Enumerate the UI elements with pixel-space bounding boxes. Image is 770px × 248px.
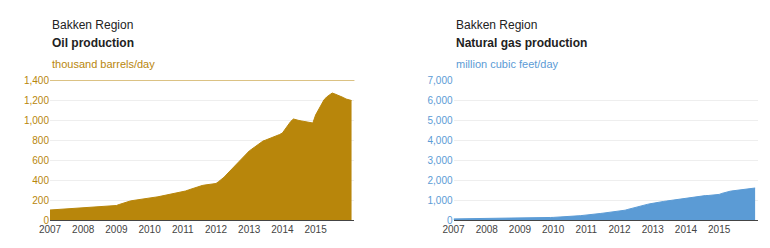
svg-text:6,000: 6,000 (428, 95, 453, 106)
svg-text:5,000: 5,000 (428, 115, 453, 126)
svg-text:2007: 2007 (442, 224, 465, 235)
svg-text:1,200: 1,200 (24, 95, 49, 106)
svg-text:2007: 2007 (39, 224, 62, 235)
svg-text:800: 800 (32, 135, 49, 146)
svg-text:2012: 2012 (205, 224, 228, 235)
svg-text:2012: 2012 (608, 224, 631, 235)
svg-text:0: 0 (43, 215, 49, 226)
svg-text:Natural gas production: Natural gas production (456, 36, 587, 50)
svg-text:4,000: 4,000 (428, 135, 453, 146)
svg-text:2009: 2009 (509, 224, 532, 235)
svg-text:600: 600 (32, 155, 49, 166)
svg-text:2009: 2009 (105, 224, 128, 235)
svg-text:million cubic feet/day: million cubic feet/day (456, 58, 559, 70)
svg-text:2011: 2011 (576, 224, 598, 235)
svg-text:2011: 2011 (172, 224, 194, 235)
svg-text:2010: 2010 (542, 224, 565, 235)
svg-text:thousand barrels/day: thousand barrels/day (52, 58, 155, 70)
svg-text:Oil production: Oil production (52, 36, 134, 50)
svg-text:3,000: 3,000 (428, 155, 453, 166)
svg-text:Bakken Region: Bakken Region (456, 18, 537, 32)
svg-text:2015: 2015 (304, 224, 327, 235)
svg-text:Bakken Region: Bakken Region (52, 18, 133, 32)
svg-text:0: 0 (447, 215, 453, 226)
svg-text:2014: 2014 (675, 224, 698, 235)
svg-text:400: 400 (32, 175, 49, 186)
svg-text:2,000: 2,000 (428, 175, 453, 186)
svg-text:2015: 2015 (708, 224, 731, 235)
svg-text:1,000: 1,000 (24, 115, 49, 126)
svg-text:7,000: 7,000 (428, 75, 453, 86)
svg-text:2014: 2014 (271, 224, 294, 235)
svg-text:2013: 2013 (642, 224, 665, 235)
svg-text:2010: 2010 (138, 224, 161, 235)
svg-text:2008: 2008 (72, 224, 95, 235)
svg-text:2013: 2013 (238, 224, 261, 235)
svg-text:2008: 2008 (476, 224, 499, 235)
svg-text:200: 200 (32, 195, 49, 206)
svg-text:1,000: 1,000 (428, 195, 453, 206)
svg-text:1,400: 1,400 (24, 75, 49, 86)
